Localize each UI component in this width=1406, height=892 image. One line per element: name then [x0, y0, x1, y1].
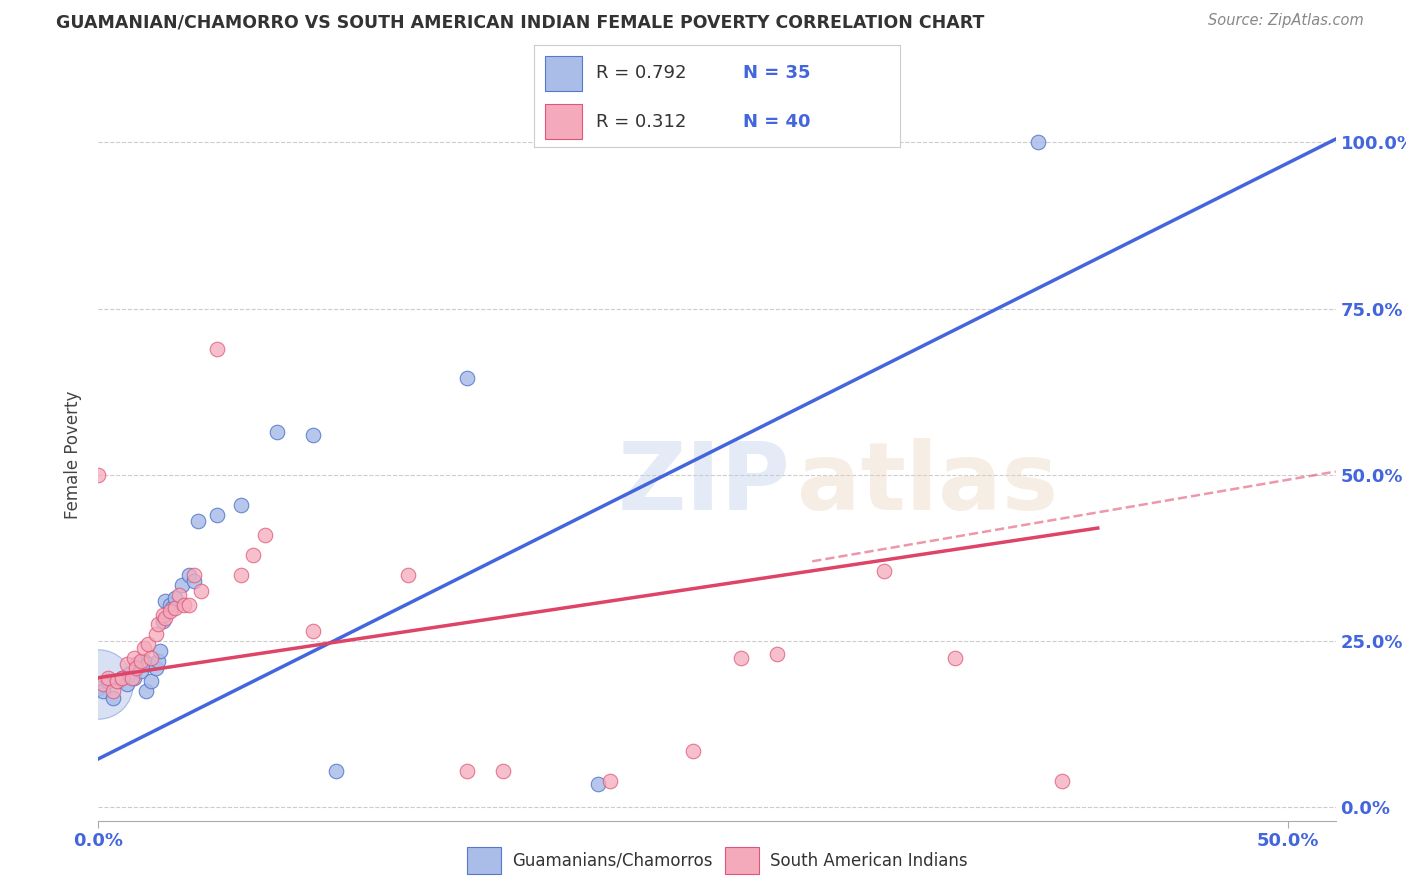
Point [160, 600, 183, 615]
Point [190, 584, 212, 599]
Point [145, 661, 167, 675]
Point [87, 467, 110, 482]
Point [111, 671, 134, 685]
Point [107, 673, 129, 688]
Point [121, 671, 143, 685]
Point [125, 661, 148, 675]
Point [599, 773, 621, 788]
Point [325, 764, 347, 778]
Point [118, 667, 141, 681]
Point [183, 574, 205, 589]
Text: GUAMANIAN/CHAMORRO VS SOUTH AMERICAN INDIAN FEMALE POVERTY CORRELATION CHART: GUAMANIAN/CHAMORRO VS SOUTH AMERICAN IND… [56, 13, 984, 31]
Point [183, 567, 205, 582]
Point [146, 654, 169, 668]
Point [765, 648, 787, 662]
Point [231, 567, 253, 582]
Point [91, 677, 114, 691]
Text: N = 40: N = 40 [742, 112, 810, 130]
Point [129, 664, 152, 678]
Point [125, 657, 148, 672]
Point [139, 650, 162, 665]
Point [163, 591, 186, 605]
Point [145, 627, 167, 641]
Point [146, 617, 169, 632]
Text: South American Indians: South American Indians [770, 852, 969, 870]
Point [253, 527, 276, 541]
Point [97, 673, 120, 688]
Point [101, 684, 124, 698]
Point [242, 548, 264, 562]
Text: R = 0.312: R = 0.312 [596, 112, 686, 130]
Text: ZIP: ZIP [619, 438, 792, 530]
Point [163, 600, 186, 615]
Point [159, 604, 181, 618]
Point [177, 567, 200, 582]
Point [231, 498, 253, 512]
Text: N = 35: N = 35 [742, 64, 810, 82]
Point [115, 677, 138, 691]
Point [586, 777, 609, 791]
Point [682, 744, 704, 758]
Point [107, 673, 129, 688]
Point [153, 594, 176, 608]
Y-axis label: Female Poverty: Female Poverty [65, 391, 83, 519]
Point [132, 640, 155, 655]
FancyBboxPatch shape [546, 56, 582, 91]
Point [872, 564, 894, 578]
Point [101, 690, 124, 705]
Point [91, 684, 114, 698]
Point [730, 650, 752, 665]
Point [115, 657, 138, 672]
Point [149, 644, 172, 658]
Point [138, 657, 160, 672]
Point [207, 508, 229, 522]
Point [135, 684, 157, 698]
Point [111, 671, 134, 685]
Point [159, 598, 181, 612]
Point [266, 425, 288, 439]
Point [132, 654, 155, 668]
Point [97, 671, 120, 685]
Point [152, 607, 174, 622]
Point [456, 371, 478, 385]
Point [138, 637, 160, 651]
Point [301, 428, 323, 442]
Text: R = 0.792: R = 0.792 [596, 64, 688, 82]
Point [129, 654, 152, 668]
Point [87, 681, 110, 695]
Point [301, 624, 323, 639]
Point [170, 577, 193, 591]
Point [1026, 136, 1049, 150]
Point [173, 598, 195, 612]
Point [396, 567, 419, 582]
FancyBboxPatch shape [546, 104, 582, 139]
Point [169, 588, 191, 602]
Point [87, 677, 110, 691]
Point [177, 598, 200, 612]
Point [943, 650, 966, 665]
Point [492, 764, 515, 778]
Point [207, 342, 229, 356]
Point [139, 673, 162, 688]
Point [1050, 773, 1073, 788]
Text: atlas: atlas [797, 438, 1059, 530]
Point [187, 515, 209, 529]
Point [122, 650, 145, 665]
Bar [467, 847, 501, 874]
Text: Source: ZipAtlas.com: Source: ZipAtlas.com [1208, 13, 1364, 29]
Bar [725, 847, 759, 874]
Point [153, 611, 176, 625]
Text: Guamanians/Chamorros: Guamanians/Chamorros [512, 852, 713, 870]
Point [456, 764, 478, 778]
Point [122, 671, 145, 685]
Point [152, 614, 174, 628]
